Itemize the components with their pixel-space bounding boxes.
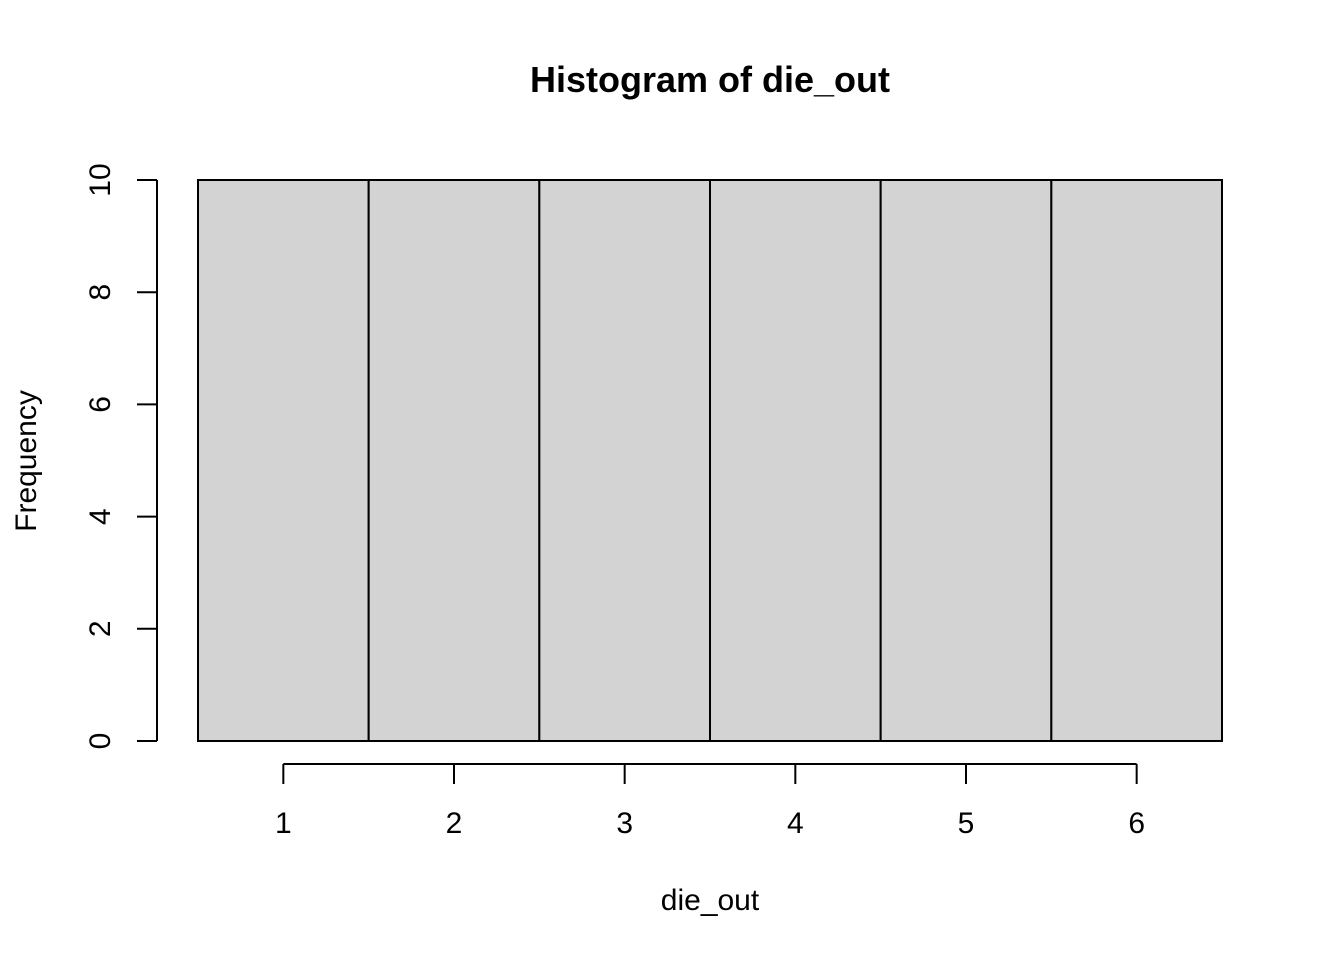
y-tick-label-6: 6 [84, 396, 117, 413]
chart-title: Histogram of die_out [530, 59, 890, 100]
histogram-bar-5 [879, 179, 1053, 742]
y-tick-label-2: 2 [84, 620, 117, 637]
x-tick-label-6: 6 [1128, 807, 1145, 840]
y-tick-label-4: 4 [84, 508, 117, 525]
histogram-bar-3 [538, 179, 711, 742]
x-tick-label-1: 1 [275, 807, 292, 840]
x-axis-label: die_out [661, 884, 760, 917]
x-axis: 1 2 3 4 5 6 [275, 763, 1145, 840]
x-tick-label-2: 2 [446, 807, 463, 840]
histogram-bar-6 [1050, 179, 1224, 742]
y-axis: 0 2 4 6 8 10 [84, 163, 158, 750]
y-tick-label-10: 10 [84, 163, 117, 196]
histogram-bar-4 [709, 179, 882, 742]
histogram-bar-2 [367, 179, 541, 742]
y-axis-label: Frequency [10, 390, 43, 532]
histogram-bar-1 [197, 179, 370, 742]
y-tick-label-0: 0 [84, 733, 117, 750]
y-tick-label-8: 8 [84, 284, 117, 301]
bars-group [197, 179, 1224, 742]
x-tick-label-4: 4 [787, 807, 804, 840]
x-tick-label-3: 3 [616, 807, 633, 840]
x-tick-label-5: 5 [958, 807, 975, 840]
